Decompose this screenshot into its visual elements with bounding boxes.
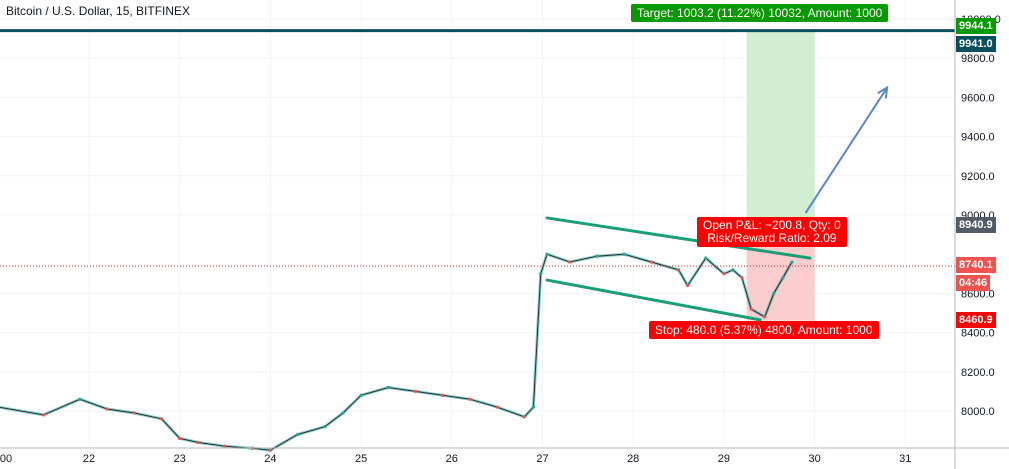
- time-tick-label: 23: [174, 453, 186, 465]
- time-tick-label: 31: [899, 453, 911, 465]
- target-label[interactable]: Target: 1003.2 (11.22%) 10032, Amount: 1…: [631, 4, 889, 22]
- price-point: [413, 389, 418, 393]
- time-tick-label: 27: [536, 453, 548, 465]
- time-tick-label: 25: [355, 453, 367, 465]
- time-tick-label: 22: [83, 453, 95, 465]
- price-point: [359, 393, 363, 397]
- price-point: [159, 417, 164, 421]
- price-point: [568, 260, 572, 264]
- price-tick-label: 9400.0: [961, 132, 995, 144]
- price-point: [178, 436, 182, 441]
- price-point: [105, 407, 109, 411]
- stop-price-tag: 8460.9: [956, 312, 996, 328]
- price-point: [781, 276, 785, 280]
- price-point: [531, 405, 536, 409]
- price-point: [196, 440, 200, 444]
- price-point: [386, 385, 390, 390]
- drawings[interactable]: [0, 29, 955, 322]
- price-point: [790, 260, 794, 264]
- price-point: [763, 315, 767, 319]
- price-point: [749, 307, 753, 311]
- price-point: [622, 252, 626, 256]
- stop-label[interactable]: Stop: 480.0 (5.37%) 4800, Amount: 1000: [649, 321, 879, 339]
- projection-arrow[interactable]: [804, 87, 888, 214]
- price-point: [42, 413, 46, 417]
- entry-price-tag: 8940.9: [956, 217, 996, 233]
- price-point: [545, 252, 549, 256]
- current-price-tag: 8740.1: [956, 257, 996, 273]
- price-series: [0, 252, 794, 452]
- pnl-label: Open P&L: −200.8, Qty: 0: [703, 218, 841, 232]
- channel-lower-line[interactable]: [545, 278, 762, 322]
- price-point: [323, 425, 327, 429]
- price-tick-label: 8400.0: [961, 328, 995, 340]
- position-zones: [746, 29, 815, 321]
- price-tick-label: 9800.0: [961, 53, 995, 65]
- target-price-tag: 9944.1: [956, 18, 996, 34]
- pnl-box[interactable]: Open P&L: −200.8, Qty: 0 Risk/Reward Rat…: [697, 217, 847, 247]
- price-point: [704, 256, 708, 260]
- price-point: [341, 411, 345, 415]
- price-point: [686, 283, 690, 288]
- price-point: [441, 393, 445, 397]
- time-tick-label: 29: [718, 453, 730, 465]
- price-tick-label: 9600.0: [961, 92, 995, 104]
- price-point: [676, 268, 681, 272]
- channel-upper-line[interactable]: [545, 216, 812, 260]
- target-zone: [746, 29, 815, 227]
- price-tick-label: 8600.0: [961, 288, 995, 300]
- price-point: [772, 291, 776, 295]
- price-band: [0, 252, 794, 452]
- price-point: [595, 254, 599, 258]
- price-point: [731, 268, 735, 272]
- time-tick-label: 30: [808, 453, 820, 465]
- price-point: [522, 415, 526, 419]
- price-point: [296, 432, 300, 437]
- price-point: [132, 411, 136, 415]
- price-tick-label: 8000.0: [961, 406, 995, 418]
- arrow-head-icon: [877, 85, 889, 99]
- line-price-tag: 9941.0: [956, 36, 996, 52]
- price-point: [223, 444, 227, 448]
- time-tick-label: 28: [627, 453, 639, 465]
- time-tick-label: 03:00: [0, 453, 12, 465]
- price-point: [495, 405, 499, 409]
- price-point: [539, 272, 543, 276]
- symbol-title: Bitcoin / U.S. Dollar, 15, BITFINEX: [6, 4, 191, 18]
- price-point: [649, 260, 653, 264]
- price-point: [468, 397, 472, 401]
- price-point: [78, 397, 82, 401]
- price-tick-label: 9200.0: [961, 171, 995, 183]
- price-point: [722, 272, 726, 276]
- time-tick-label: 26: [446, 453, 458, 465]
- risk-reward-label: Risk/Reward Ratio: 2.09: [707, 231, 837, 245]
- price-line: [0, 253, 793, 451]
- countdown-tag: 04:46: [956, 275, 991, 291]
- time-tick-label: 24: [264, 453, 276, 465]
- price-tick-label: 8200.0: [961, 367, 995, 379]
- price-point: [740, 276, 744, 280]
- price-point: [268, 448, 272, 452]
